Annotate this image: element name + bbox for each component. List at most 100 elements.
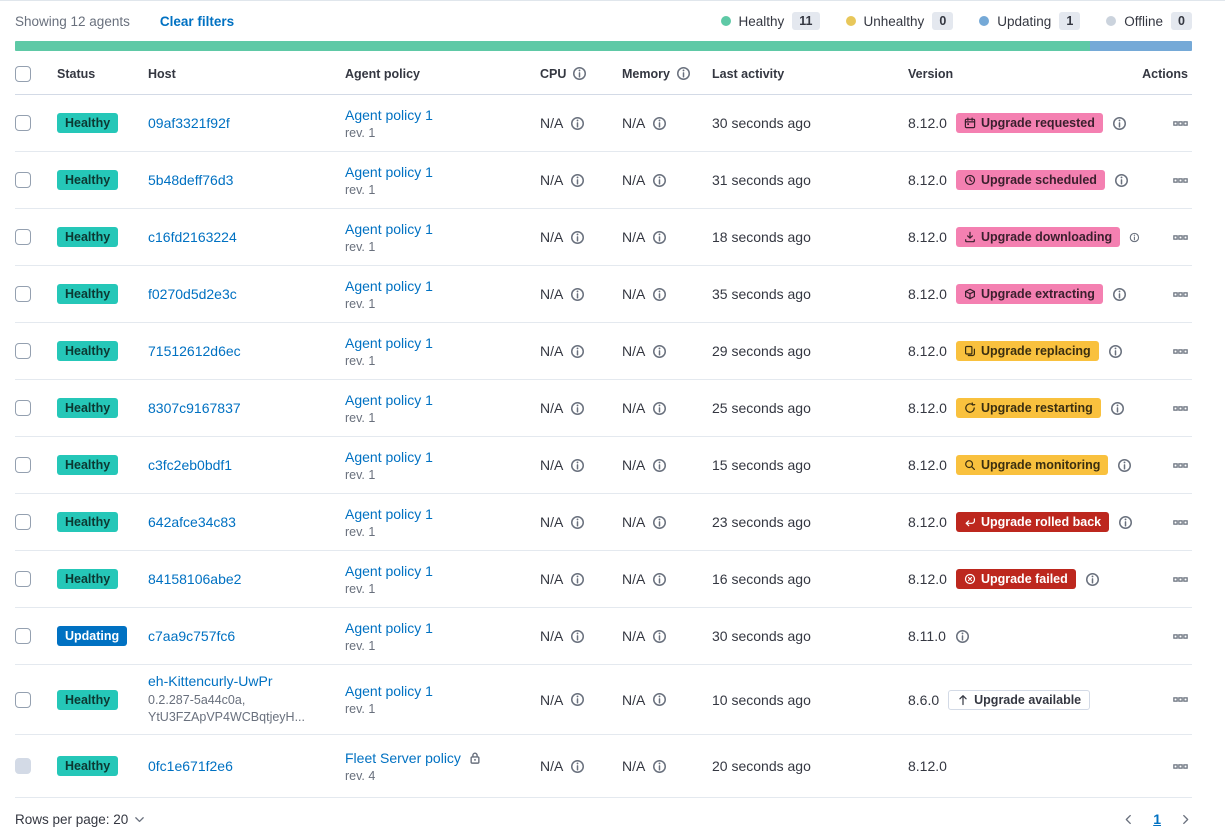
agent-policy-link[interactable]: Agent policy 1 (345, 277, 433, 294)
legend-item-updating[interactable]: Updating 1 (979, 12, 1081, 30)
host-link[interactable]: 84158106abe2 (148, 571, 242, 587)
row-checkbox[interactable] (15, 571, 31, 587)
host-link[interactable]: 5b48deff76d3 (148, 172, 234, 188)
info-icon[interactable] (652, 759, 667, 774)
actions-menu-icon[interactable] (1173, 692, 1188, 707)
host-link[interactable]: c7aa9c757fc6 (148, 628, 236, 644)
row-checkbox[interactable] (15, 343, 31, 359)
info-icon[interactable] (570, 572, 585, 587)
actions-menu-icon[interactable] (1173, 344, 1188, 359)
agent-policy-link[interactable]: Agent policy 1 (345, 505, 433, 522)
clear-filters-link[interactable]: Clear filters (159, 13, 235, 29)
info-icon[interactable] (652, 458, 667, 473)
row-checkbox[interactable] (15, 628, 31, 644)
actions-menu-icon[interactable] (1173, 629, 1188, 644)
row-checkbox[interactable] (15, 172, 31, 188)
page-number-1[interactable]: 1 (1153, 811, 1161, 827)
info-icon[interactable] (1129, 230, 1140, 245)
actions-menu-icon[interactable] (1173, 173, 1188, 188)
actions-menu-icon[interactable] (1173, 515, 1188, 530)
info-icon[interactable] (652, 692, 667, 707)
row-checkbox[interactable] (15, 286, 31, 302)
agent-policy-link[interactable]: Agent policy 1 (345, 562, 433, 579)
info-icon[interactable] (652, 344, 667, 359)
fleet-server-policy-link[interactable]: Fleet Server policy (345, 749, 461, 766)
info-icon[interactable] (570, 692, 585, 707)
legend-item-healthy[interactable]: Healthy 11 (720, 12, 820, 30)
table-row: Healthy eh-Kittencurly-UwPr 0.2.287-5a44… (15, 665, 1192, 735)
legend-item-offline[interactable]: Offline 0 (1106, 12, 1192, 30)
info-icon[interactable] (570, 629, 585, 644)
info-icon[interactable] (570, 173, 585, 188)
info-icon[interactable] (676, 66, 691, 81)
host-link[interactable]: c16fd2163224 (148, 229, 237, 245)
host-link[interactable]: 642afce34c83 (148, 514, 236, 530)
host-link[interactable]: 71512612d6ec (148, 343, 241, 359)
info-icon[interactable] (570, 759, 585, 774)
agent-policy-link[interactable]: Agent policy 1 (345, 391, 433, 408)
info-icon[interactable] (1108, 344, 1123, 359)
agent-policy-link[interactable]: Agent policy 1 (345, 448, 433, 465)
row-checkbox[interactable] (15, 115, 31, 131)
info-icon[interactable] (1085, 572, 1100, 587)
info-icon[interactable] (1112, 116, 1127, 131)
agent-policy-link[interactable]: Agent policy 1 (345, 220, 433, 237)
info-icon[interactable] (652, 401, 667, 416)
policy-revision: rev. 1 (345, 182, 376, 197)
info-icon[interactable] (652, 515, 667, 530)
agent-policy-link[interactable]: Agent policy 1 (345, 683, 433, 699)
actions-menu-icon[interactable] (1173, 401, 1188, 416)
info-icon[interactable] (1110, 401, 1125, 416)
info-icon[interactable] (1117, 458, 1132, 473)
info-icon[interactable] (570, 116, 585, 131)
status-badge: Healthy (57, 227, 119, 247)
agent-policy-link[interactable]: Agent policy 1 (345, 334, 433, 351)
row-checkbox[interactable] (15, 229, 31, 245)
info-icon[interactable] (570, 287, 585, 302)
info-icon[interactable] (652, 173, 667, 188)
memory-value: N/A (622, 115, 646, 131)
row-checkbox[interactable] (15, 514, 31, 530)
info-icon[interactable] (572, 66, 587, 81)
info-icon[interactable] (570, 230, 585, 245)
row-checkbox[interactable] (15, 400, 31, 416)
host-link[interactable]: 8307c9167837 (148, 400, 241, 416)
row-checkbox[interactable] (15, 457, 31, 473)
actions-menu-icon[interactable] (1173, 287, 1188, 302)
host-link[interactable]: c3fc2eb0bdf1 (148, 457, 233, 473)
info-icon[interactable] (1118, 515, 1133, 530)
info-icon[interactable] (570, 515, 585, 530)
info-icon[interactable] (1112, 287, 1127, 302)
info-icon[interactable] (570, 344, 585, 359)
version-value: 8.12.0 (908, 172, 947, 188)
info-icon[interactable] (570, 401, 585, 416)
rows-per-page-button[interactable]: Rows per page: 20 (15, 812, 146, 827)
host-link[interactable]: eh-Kittencurly-UwPr (148, 673, 273, 690)
host-link[interactable]: 09af3321f92f (148, 115, 230, 131)
info-icon[interactable] (652, 116, 667, 131)
actions-menu-icon[interactable] (1173, 458, 1188, 473)
info-icon[interactable] (1114, 173, 1129, 188)
info-icon[interactable] (652, 287, 667, 302)
agent-policy-link[interactable]: Agent policy 1 (345, 163, 433, 180)
actions-menu-icon[interactable] (1173, 230, 1188, 245)
memory-value: N/A (622, 457, 646, 473)
agent-policy-link[interactable]: Agent policy 1 (345, 619, 433, 636)
info-icon[interactable] (570, 458, 585, 473)
actions-menu-icon[interactable] (1173, 759, 1188, 774)
previous-page-button[interactable] (1122, 813, 1135, 826)
info-icon[interactable] (955, 629, 970, 644)
info-icon[interactable] (652, 572, 667, 587)
next-page-button[interactable] (1179, 813, 1192, 826)
select-all-checkbox[interactable] (15, 65, 31, 82)
host-link[interactable]: 0fc1e671f2e6 (148, 758, 233, 774)
actions-menu-icon[interactable] (1173, 572, 1188, 587)
legend-item-unhealthy[interactable]: Unhealthy 0 (845, 12, 954, 30)
row-checkbox[interactable] (15, 691, 31, 708)
agent-policy-link[interactable]: Agent policy 1 (345, 106, 433, 123)
actions-menu-icon[interactable] (1173, 116, 1188, 131)
upgrade-available-badge[interactable]: Upgrade available (948, 689, 1091, 710)
info-icon[interactable] (652, 629, 667, 644)
info-icon[interactable] (652, 230, 667, 245)
host-link[interactable]: f0270d5d2e3c (148, 286, 237, 302)
